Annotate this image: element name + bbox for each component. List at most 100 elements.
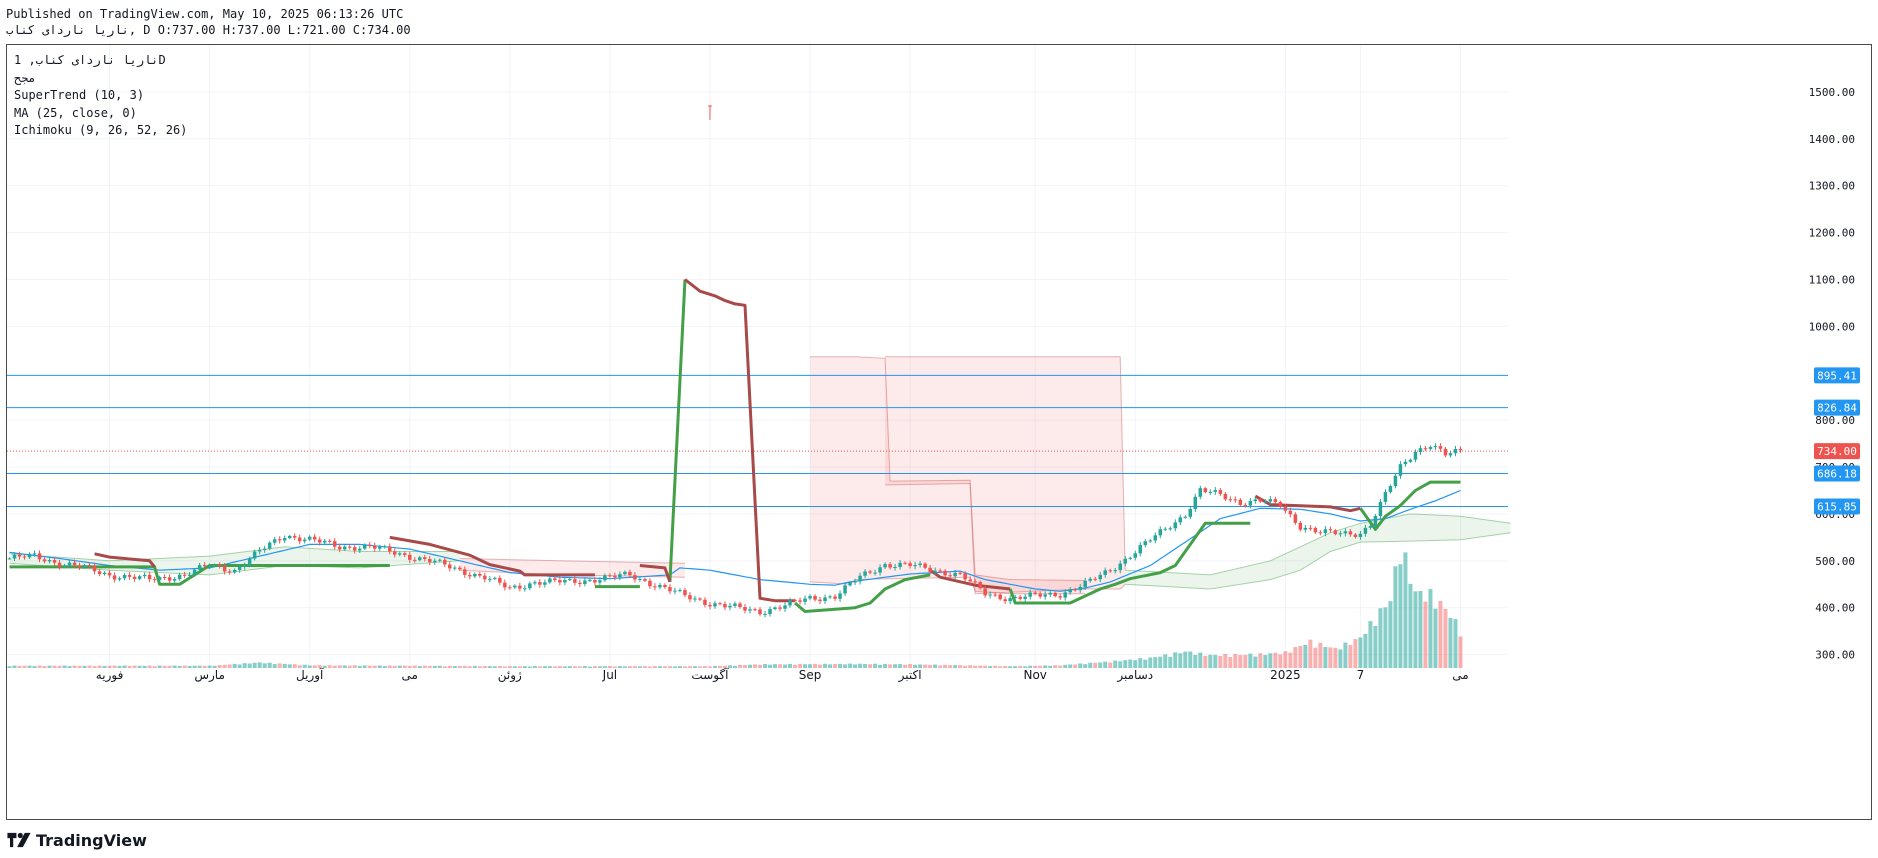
volume-bar: [1008, 666, 1013, 668]
volume-bar: [142, 665, 147, 668]
volume-bar: [1193, 654, 1198, 668]
candle-body: [563, 580, 567, 583]
candle-body: [307, 536, 312, 540]
hline-826.84-label: 826.84: [1817, 402, 1857, 415]
candle-body: [172, 579, 177, 581]
candle-body: [863, 571, 867, 576]
candle-body: [383, 546, 387, 548]
candle-body: [708, 604, 712, 607]
volume-bar: [1138, 658, 1143, 668]
volume-bar: [918, 664, 923, 668]
candle-body: [267, 542, 272, 549]
volume-bar: [1263, 655, 1268, 668]
volume-bar: [858, 663, 863, 668]
candle-body: [1163, 528, 1168, 530]
candle-body: [1128, 557, 1132, 559]
volume-bar: [747, 664, 752, 668]
candle-body: [72, 562, 77, 566]
candle-body: [1378, 501, 1383, 517]
candle-body: [463, 569, 467, 575]
candle-body: [1008, 598, 1012, 602]
volume-bar: [307, 665, 312, 668]
candle-body: [948, 575, 952, 577]
volume-bar: [457, 665, 462, 668]
volume-bar: [532, 666, 537, 668]
candle-body: [1388, 486, 1393, 493]
volume-bar: [317, 665, 322, 668]
y-tick-label: 1500.00: [1809, 86, 1855, 99]
candle-body: [1043, 594, 1047, 597]
candle-body: [503, 582, 507, 588]
candle-body: [1023, 596, 1027, 599]
volume-bar: [818, 664, 823, 668]
volume-bar: [542, 666, 547, 668]
volume-bar: [893, 664, 898, 668]
candle-body: [408, 554, 412, 560]
candle-body: [448, 564, 452, 569]
candle-body: [152, 579, 157, 581]
volume-bar: [948, 665, 953, 668]
candle-body: [403, 553, 407, 555]
volume-bar: [577, 666, 582, 668]
volume-bar: [377, 665, 382, 668]
candle-body: [553, 578, 557, 581]
candle-body: [693, 598, 697, 600]
volume-bar: [587, 666, 592, 668]
volume-bar: [17, 665, 22, 668]
candle-body: [1328, 529, 1333, 531]
volume-bar: [562, 666, 567, 668]
volume-bar: [913, 664, 918, 668]
volume-bar: [582, 666, 587, 668]
candle-body: [1203, 488, 1208, 493]
volume-bar: [1318, 642, 1323, 668]
volume-bar: [853, 664, 858, 668]
volume-bar: [968, 665, 973, 668]
candle-body: [933, 570, 937, 572]
candle-body: [983, 588, 987, 596]
x-tick-label: Jul: [602, 668, 617, 682]
volume-bar: [778, 664, 783, 668]
candle-body: [1048, 592, 1052, 595]
candle-body: [913, 565, 917, 567]
volume-bar: [783, 664, 788, 668]
volume-bar: [247, 663, 252, 668]
volume-bar: [1278, 654, 1283, 668]
candle-body: [1148, 540, 1153, 542]
candle-body: [1088, 578, 1092, 581]
candle-body: [683, 590, 687, 596]
candle-body: [398, 553, 402, 555]
volume-bar: [1358, 637, 1363, 668]
candle-body: [62, 565, 67, 567]
candle-body: [277, 539, 282, 541]
volume-bar: [547, 666, 552, 668]
candle-body: [998, 594, 1002, 600]
volume-bar: [1388, 601, 1393, 668]
volume-bar: [1423, 601, 1428, 668]
candle-body: [928, 567, 932, 572]
volume-bar: [863, 663, 868, 668]
volume-bar: [1133, 660, 1138, 668]
candle-body: [317, 539, 322, 543]
candle-body: [12, 554, 17, 559]
volume-bar: [1348, 644, 1353, 668]
candle-body: [257, 550, 262, 552]
volume-bar: [1208, 654, 1213, 668]
candle-body: [97, 571, 102, 575]
volume-bar: [1143, 659, 1148, 668]
volume-bar: [477, 666, 482, 668]
candle-body: [1443, 448, 1448, 456]
candle-body: [418, 557, 422, 561]
volume-bar: [312, 665, 317, 668]
volume-bar: [1043, 665, 1048, 668]
candle-body: [843, 585, 847, 594]
candle-body: [663, 584, 667, 588]
volume-bar: [62, 665, 67, 668]
volume-bar: [1353, 639, 1358, 668]
volume-bar: [828, 664, 833, 668]
y-tick-label: 400.00: [1815, 602, 1855, 615]
volume-bar: [903, 664, 908, 668]
candle-body: [958, 572, 962, 574]
volume-bar: [32, 666, 37, 668]
volume-bar: [557, 666, 562, 668]
